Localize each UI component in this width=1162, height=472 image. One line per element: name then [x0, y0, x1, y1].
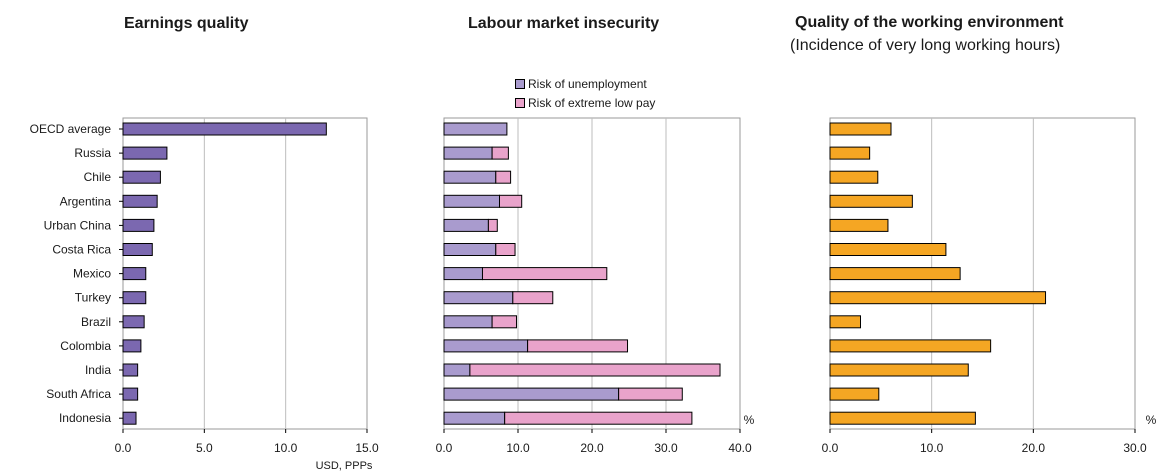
x-tick-label-p0-0: 0.0 — [115, 441, 132, 455]
bar-p0-s0-turkey — [122, 291, 147, 305]
bar-p1-s0-indonesia — [443, 411, 506, 425]
category-label-russia: Russia — [74, 146, 111, 160]
chart-subtitle-working-env: (Incidence of very long working hours) — [790, 37, 1061, 54]
bar-p0-s0-india — [122, 363, 139, 377]
bar-p2-s0-chile — [829, 170, 879, 184]
bar-p1-s0-oecd-average — [443, 122, 508, 136]
bar-p2-s0-mexico — [829, 267, 961, 281]
bar-p1-s1-south-africa — [618, 387, 683, 401]
bar-p2-s0-turkey — [829, 291, 1047, 305]
legend-item-unemployment: Risk of unemployment — [515, 74, 655, 93]
plot-frame-p0 — [122, 117, 368, 430]
x-tick-label-p2-3: 30.0 — [1123, 441, 1147, 455]
bar-p1-s1-colombia — [527, 339, 629, 353]
bar-p1-s0-mexico — [443, 267, 483, 281]
bar-p1-s1-india — [469, 363, 721, 377]
legend-label-low-pay: Risk of extreme low pay — [528, 95, 656, 110]
category-label-south-africa: South Africa — [46, 387, 111, 401]
bar-p1-s0-south-africa — [443, 387, 620, 401]
bar-p2-s0-brazil — [829, 315, 861, 329]
bar-p1-s0-colombia — [443, 339, 529, 353]
chart-title-labour: Labour market insecurity — [468, 15, 660, 32]
bar-p2-s0-indonesia — [829, 411, 976, 425]
bar-p1-s1-russia — [491, 146, 509, 160]
bar-p1-s1-mexico — [481, 267, 608, 281]
legend-item-low-pay: Risk of extreme low pay — [515, 93, 655, 112]
x-tick-label-p2-0: 0.0 — [822, 441, 839, 455]
bar-p1-s1-brazil — [491, 315, 518, 329]
x-tick-label-p1-4: 40.0 — [728, 441, 752, 455]
category-label-costa-rica: Costa Rica — [52, 243, 111, 257]
bar-p0-s0-russia — [122, 146, 168, 160]
unit-label-p2: % — [1146, 413, 1157, 427]
bar-p1-s0-india — [443, 363, 471, 377]
category-label-argentina: Argentina — [60, 194, 112, 208]
bar-p1-s1-costa-rica — [495, 243, 516, 256]
category-label-chile: Chile — [84, 170, 112, 184]
bar-p2-s0-argentina — [829, 194, 913, 208]
bar-p0-s0-colombia — [122, 339, 142, 353]
category-label-urban-china: Urban China — [44, 218, 112, 232]
legend-swatch-unemployment — [515, 78, 525, 89]
bar-p1-s1-argentina — [499, 194, 523, 208]
bar-p1-s0-chile — [443, 170, 497, 184]
bar-p1-s1-indonesia — [504, 411, 693, 425]
chart-title-working-env: Quality of the working environment — [795, 14, 1064, 31]
unit-label-p1: % — [744, 413, 755, 427]
x-tick-label-p1-2: 20.0 — [580, 441, 604, 455]
category-label-indonesia: Indonesia — [59, 411, 111, 425]
legend: Risk of unemployment Risk of extreme low… — [515, 74, 655, 112]
x-tick-label-p1-1: 10.0 — [506, 441, 530, 455]
category-label-india: India — [85, 363, 111, 377]
category-label-brazil: Brazil — [81, 315, 111, 329]
category-label-turkey: Turkey — [75, 291, 111, 305]
bar-p1-s1-chile — [495, 170, 512, 184]
x-tick-label-p2-2: 20.0 — [1022, 441, 1046, 455]
bar-p1-s0-brazil — [443, 315, 493, 329]
x-tick-label-p0-2: 10.0 — [274, 441, 298, 455]
bar-p2-s0-india — [829, 363, 969, 377]
category-label-oecd-average: OECD average — [30, 122, 112, 136]
legend-swatch-low-pay — [515, 97, 525, 108]
bar-p0-s0-chile — [122, 170, 161, 184]
x-axis-label-p0: USD, PPPs — [316, 460, 373, 472]
bar-p0-s0-south-africa — [122, 387, 139, 401]
x-tick-label-p1-3: 30.0 — [654, 441, 678, 455]
bar-p2-s0-oecd-average — [829, 122, 892, 136]
bar-p0-s0-argentina — [122, 194, 158, 208]
bar-p1-s0-argentina — [443, 194, 500, 208]
x-tick-label-p1-0: 0.0 — [436, 441, 453, 455]
bar-p0-s0-urban-china — [122, 218, 155, 232]
x-tick-label-p0-1: 5.0 — [196, 441, 213, 455]
bar-p0-s0-oecd-average — [122, 122, 327, 136]
bar-p1-s0-turkey — [443, 291, 514, 305]
bar-p1-s0-russia — [443, 146, 493, 160]
legend-label-unemployment: Risk of unemployment — [528, 76, 647, 91]
x-tick-label-p0-3: 15.0 — [355, 441, 379, 455]
bar-p0-s0-indonesia — [122, 411, 137, 425]
bar-p1-s1-urban-china — [487, 218, 498, 232]
bar-p1-s1-turkey — [512, 291, 554, 305]
bar-p1-s0-urban-china — [443, 218, 489, 232]
category-label-colombia: Colombia — [60, 339, 111, 353]
bar-p2-s0-russia — [829, 146, 871, 160]
bar-p1-s0-costa-rica — [443, 243, 497, 256]
category-label-mexico: Mexico — [73, 267, 111, 281]
chart-title-earnings: Earnings quality — [124, 15, 249, 32]
bar-p2-s0-colombia — [829, 339, 992, 353]
bar-p2-s0-south-africa — [829, 387, 880, 401]
bar-p0-s0-mexico — [122, 267, 147, 281]
bar-p2-s0-costa-rica — [829, 243, 947, 256]
x-tick-label-p2-1: 10.0 — [920, 441, 944, 455]
bar-p0-s0-brazil — [122, 315, 145, 329]
bar-p0-s0-costa-rica — [122, 243, 153, 256]
bar-p2-s0-urban-china — [829, 218, 889, 232]
